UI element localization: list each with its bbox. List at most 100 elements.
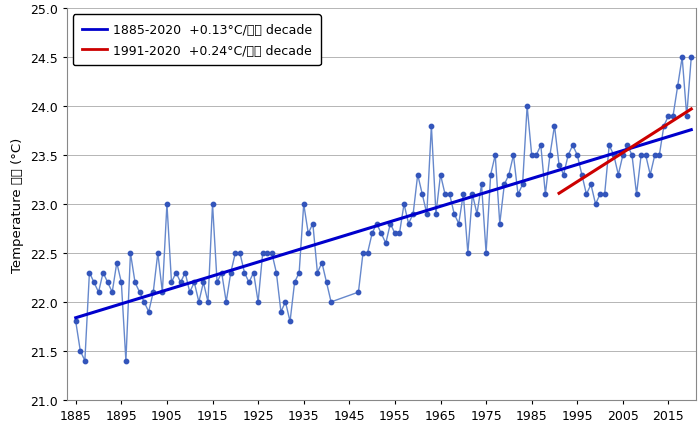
Legend: 1885-2020  +0.13°C/十年 decade, 1991-2020  +0.24°C/十年 decade: 1885-2020 +0.13°C/十年 decade, 1991-2020 +…	[73, 15, 321, 66]
Point	[271, 270, 282, 276]
Point	[536, 142, 547, 149]
Point	[376, 230, 387, 237]
Y-axis label: Temperature 氣温 (°C): Temperature 氣温 (°C)	[11, 137, 25, 272]
Point	[654, 152, 665, 159]
Point	[585, 181, 596, 188]
Point	[581, 191, 592, 198]
Point	[540, 191, 551, 198]
Point	[293, 270, 304, 276]
Point	[631, 191, 642, 198]
Point	[663, 113, 674, 120]
Point	[649, 152, 660, 159]
Point	[248, 270, 259, 276]
Point	[193, 299, 204, 305]
Point	[289, 279, 300, 286]
Point	[120, 357, 132, 364]
Point	[412, 172, 423, 178]
Point	[106, 289, 118, 296]
Point	[97, 270, 108, 276]
Point	[471, 211, 482, 218]
Point	[321, 279, 332, 286]
Point	[398, 201, 409, 208]
Point	[686, 55, 697, 61]
Point	[380, 240, 391, 247]
Point	[298, 201, 309, 208]
Point	[435, 172, 446, 178]
Point	[667, 113, 678, 120]
Point	[262, 250, 273, 257]
Point	[362, 250, 373, 257]
Point	[198, 279, 209, 286]
Point	[599, 191, 610, 198]
Point	[166, 279, 177, 286]
Point	[681, 113, 692, 120]
Point	[116, 279, 127, 286]
Point	[111, 260, 122, 267]
Point	[88, 279, 99, 286]
Point	[307, 221, 318, 227]
Point	[130, 279, 141, 286]
Point	[522, 104, 533, 110]
Point	[554, 162, 565, 169]
Point	[416, 191, 428, 198]
Point	[526, 152, 538, 159]
Point	[640, 152, 651, 159]
Point	[389, 230, 400, 237]
Point	[426, 123, 437, 130]
Point	[102, 279, 113, 286]
Point	[517, 181, 528, 188]
Point	[312, 270, 323, 276]
Point	[453, 221, 464, 227]
Point	[79, 357, 90, 364]
Point	[284, 318, 295, 325]
Point	[302, 230, 314, 237]
Point	[316, 260, 328, 267]
Point	[394, 230, 405, 237]
Point	[563, 152, 574, 159]
Point	[403, 221, 414, 227]
Point	[184, 289, 195, 296]
Point	[558, 172, 569, 178]
Point	[622, 142, 633, 149]
Point	[617, 152, 629, 159]
Point	[367, 230, 378, 237]
Point	[171, 270, 182, 276]
Point	[358, 250, 369, 257]
Point	[148, 289, 159, 296]
Point	[275, 308, 286, 315]
Point	[70, 318, 81, 325]
Point	[658, 123, 669, 130]
Point	[503, 172, 514, 178]
Point	[216, 270, 228, 276]
Point	[211, 279, 223, 286]
Point	[485, 172, 496, 178]
Point	[75, 348, 86, 354]
Point	[430, 211, 442, 218]
Point	[253, 299, 264, 305]
Point	[257, 250, 268, 257]
Point	[626, 152, 638, 159]
Point	[531, 152, 542, 159]
Point	[326, 299, 337, 305]
Point	[230, 250, 241, 257]
Point	[225, 270, 237, 276]
Point	[353, 289, 364, 296]
Point	[266, 250, 277, 257]
Point	[512, 191, 524, 198]
Point	[467, 191, 478, 198]
Point	[189, 279, 200, 286]
Point	[207, 201, 218, 208]
Point	[125, 250, 136, 257]
Point	[449, 211, 460, 218]
Point	[220, 299, 232, 305]
Point	[549, 123, 560, 130]
Point	[480, 250, 491, 257]
Point	[677, 55, 688, 61]
Point	[476, 181, 487, 188]
Point	[508, 152, 519, 159]
Point	[134, 289, 145, 296]
Point	[612, 172, 624, 178]
Point	[161, 201, 172, 208]
Point	[458, 191, 469, 198]
Point	[407, 211, 419, 218]
